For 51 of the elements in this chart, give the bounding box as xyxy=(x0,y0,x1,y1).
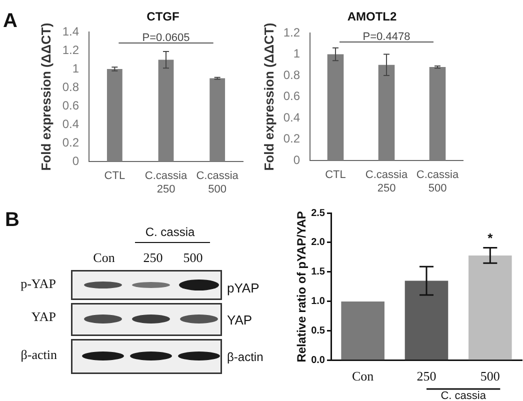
y-tick-label: 0.2 xyxy=(283,132,300,146)
text: 250 xyxy=(143,250,163,266)
x-tick-label: C.cassia 250 xyxy=(365,169,408,194)
x-tick-label: Con xyxy=(352,368,374,384)
text: pYAP xyxy=(227,280,260,296)
chart-title: CTGF xyxy=(146,9,180,24)
text: p-YAP xyxy=(20,276,56,292)
y-tick-label: 0 xyxy=(293,152,300,167)
x-tick-label: 500 xyxy=(480,368,500,384)
y-tick-label: 0.6 xyxy=(62,98,80,112)
y-tick-label: 1.2 xyxy=(283,25,300,40)
y-axis-title: Fold expression (ΔΔCT) xyxy=(261,22,276,171)
y-tick-label: 1.2 xyxy=(62,42,80,57)
x-tick-label: C.cassia 500 xyxy=(196,170,240,196)
text: Con xyxy=(93,250,115,266)
text: C. cassia xyxy=(145,225,195,239)
text: YAP xyxy=(227,312,252,328)
y-tick-label: 1 xyxy=(72,61,80,76)
y-tick-label: 0.4 xyxy=(62,116,80,131)
x-tick-label: CTL xyxy=(325,169,346,182)
x-tick-label: CTL xyxy=(104,170,126,182)
text: YAP xyxy=(31,309,56,325)
y-tick-label: 1.4 xyxy=(62,24,80,38)
y-tick-label: 2.0 xyxy=(311,237,326,248)
annotation: * xyxy=(488,230,494,246)
y-tick-label: 0.8 xyxy=(62,80,80,94)
y-axis-title: Relative ratio of pYAP/YAP xyxy=(294,211,309,362)
y-tick-label: 0.4 xyxy=(283,110,300,124)
y-axis-title: Fold expression (ΔΔCT) xyxy=(38,22,54,171)
y-tick-label: 0.0 xyxy=(311,355,326,366)
text: β-actin xyxy=(20,347,57,363)
text: A xyxy=(3,10,18,33)
y-tick-label: 0 xyxy=(72,154,80,168)
y-tick-label: 0.2 xyxy=(62,135,80,150)
y-tick-label: 2.5 xyxy=(311,208,326,219)
chart-title: AMOTL2 xyxy=(347,9,397,24)
annotation: P=0.0605 xyxy=(142,32,190,44)
text: 500 xyxy=(183,250,203,266)
x-tick-label: C.cassia 250 xyxy=(144,170,188,196)
text: β-actin xyxy=(227,350,264,364)
x-tick-label: C.cassia 500 xyxy=(416,169,460,194)
annotation: P=0.4478 xyxy=(362,31,410,43)
y-tick-label: 1.5 xyxy=(311,266,326,278)
text: B xyxy=(5,209,20,232)
y-tick-label: 0.6 xyxy=(283,89,300,104)
text: C. cassia xyxy=(440,390,487,401)
y-tick-label: 0.8 xyxy=(283,68,300,82)
x-tick-label: 250 xyxy=(416,368,436,384)
y-tick-label: 1 xyxy=(293,46,300,61)
y-tick-label: 0.5 xyxy=(311,326,326,337)
y-tick-label: 1.0 xyxy=(311,296,326,308)
